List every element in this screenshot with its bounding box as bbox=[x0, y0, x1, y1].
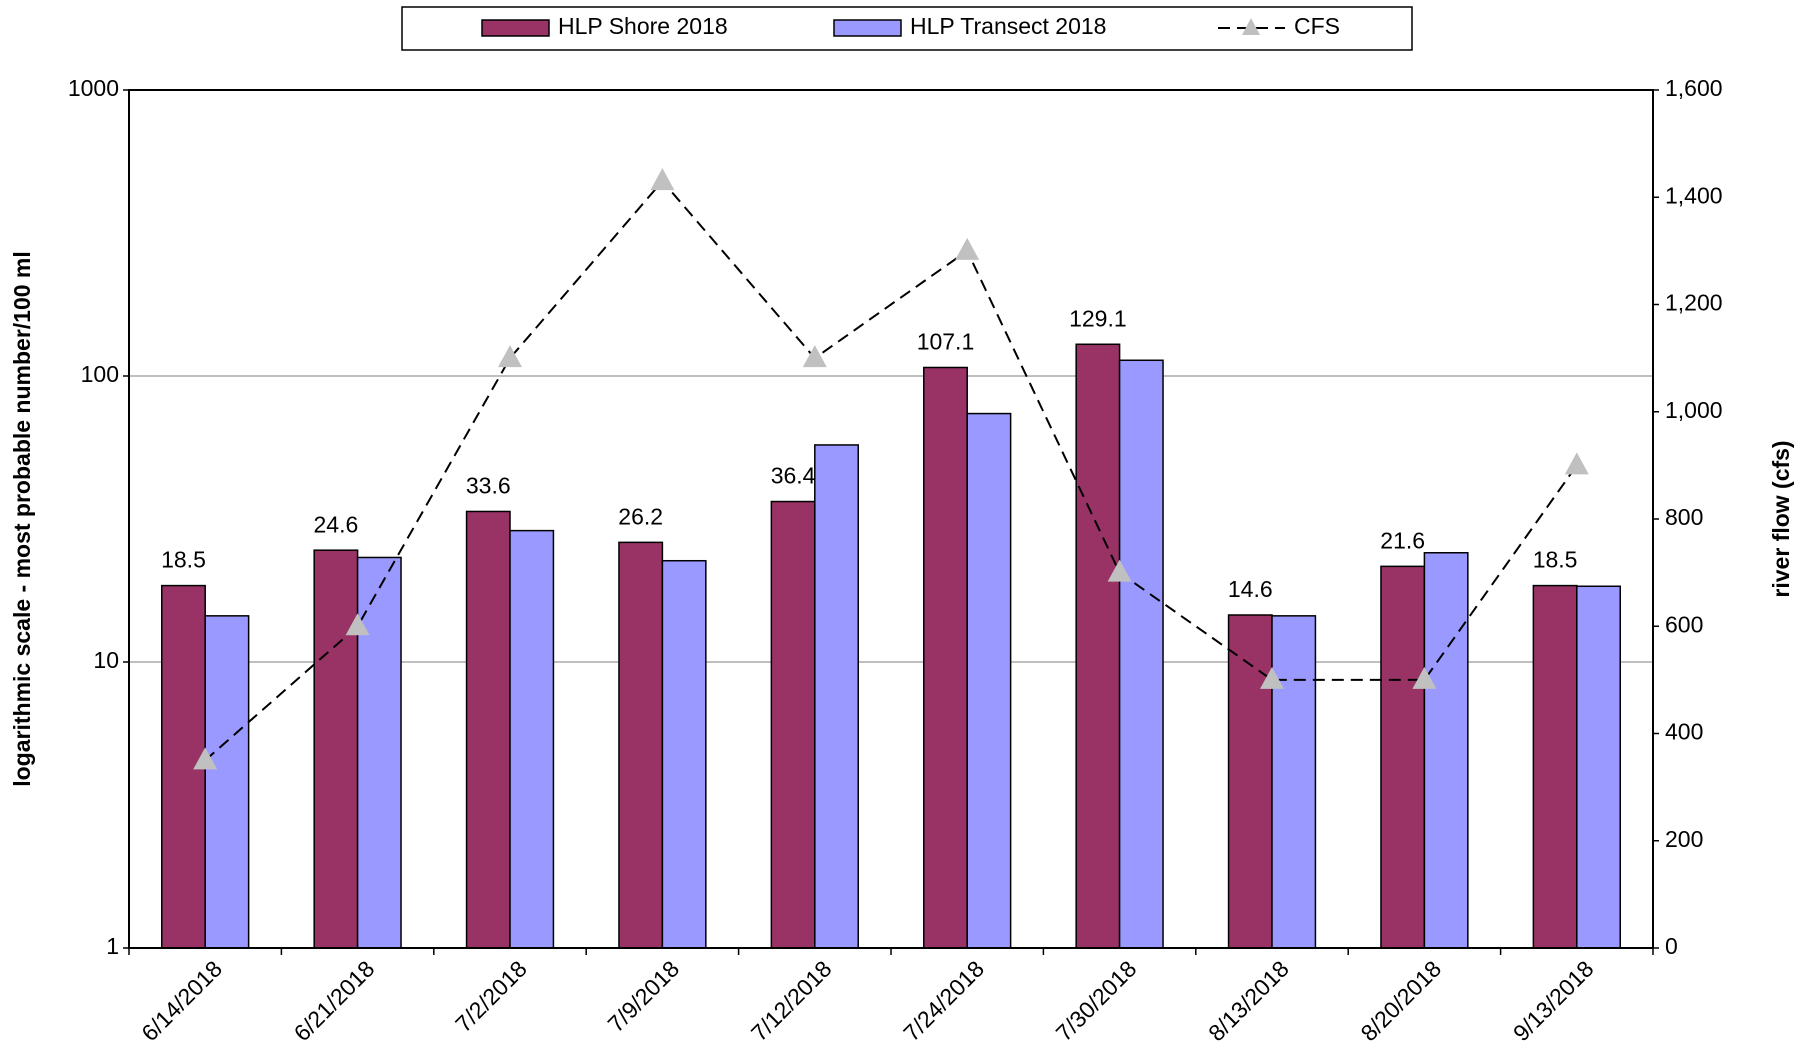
legend-marker bbox=[1242, 18, 1260, 35]
y2-tick-label: 400 bbox=[1665, 719, 1703, 745]
data-label: 129.1 bbox=[1069, 305, 1127, 331]
data-label: 33.6 bbox=[466, 473, 511, 499]
bar bbox=[618, 541, 664, 949]
bar bbox=[770, 500, 816, 949]
legend-swatch bbox=[481, 19, 550, 37]
y2-tick-label: 0 bbox=[1665, 933, 1678, 959]
legend-swatch bbox=[833, 19, 902, 37]
y2-axis-title: river flow (cfs) bbox=[1768, 440, 1794, 597]
y2-tick-label: 1,600 bbox=[1665, 75, 1723, 101]
y-tick-label: 1 bbox=[106, 933, 119, 959]
y-tick-label: 1000 bbox=[68, 75, 119, 101]
bar bbox=[1075, 343, 1121, 949]
data-label: 26.2 bbox=[618, 503, 663, 529]
data-label: 18.5 bbox=[161, 547, 206, 573]
y-tick-label: 10 bbox=[93, 647, 119, 673]
y-axis-title: logarithmic scale - most probable number… bbox=[9, 251, 35, 787]
cfs-marker bbox=[345, 613, 370, 636]
data-label: 21.6 bbox=[1380, 527, 1425, 553]
bar bbox=[1271, 615, 1317, 949]
y2-tick-label: 1,000 bbox=[1665, 397, 1723, 423]
data-label: 14.6 bbox=[1228, 576, 1273, 602]
bar bbox=[1576, 585, 1621, 949]
bar bbox=[1423, 551, 1469, 949]
bar bbox=[814, 444, 859, 949]
data-label: 24.6 bbox=[314, 511, 359, 537]
bar bbox=[923, 366, 968, 949]
legend-label: HLP Shore 2018 bbox=[558, 13, 728, 39]
bar bbox=[313, 549, 359, 949]
legend-label: HLP Transect 2018 bbox=[910, 13, 1106, 39]
cfs-marker bbox=[1412, 666, 1437, 689]
y2-tick-label: 800 bbox=[1665, 504, 1703, 530]
bar bbox=[204, 615, 250, 949]
data-label: 107.1 bbox=[917, 329, 975, 355]
cfs-line bbox=[204, 179, 1578, 762]
legend-label: CFS bbox=[1294, 13, 1340, 39]
data-label: 18.5 bbox=[1533, 547, 1578, 573]
cfs-marker bbox=[193, 747, 218, 770]
bar bbox=[509, 529, 555, 949]
y2-tick-label: 200 bbox=[1665, 826, 1703, 852]
cfs-marker bbox=[1107, 559, 1132, 582]
bar bbox=[356, 556, 402, 949]
bar bbox=[1380, 565, 1426, 949]
bar bbox=[1118, 359, 1164, 949]
bar bbox=[1227, 614, 1273, 949]
bar bbox=[465, 510, 511, 949]
bar bbox=[1532, 584, 1578, 949]
bar bbox=[661, 559, 707, 949]
cfs-marker bbox=[650, 168, 675, 191]
cfs-marker bbox=[955, 237, 980, 260]
cfs-marker bbox=[498, 345, 522, 368]
y2-tick-label: 1,200 bbox=[1665, 290, 1723, 316]
cfs-marker bbox=[1564, 452, 1589, 475]
y2-tick-label: 600 bbox=[1665, 611, 1703, 637]
cfs-marker bbox=[802, 345, 827, 368]
cfs-marker bbox=[1260, 666, 1284, 689]
y2-tick-label: 1,400 bbox=[1665, 182, 1723, 208]
bar bbox=[966, 412, 1012, 949]
data-label: 36.4 bbox=[771, 463, 816, 489]
y-tick-label: 100 bbox=[81, 361, 119, 387]
